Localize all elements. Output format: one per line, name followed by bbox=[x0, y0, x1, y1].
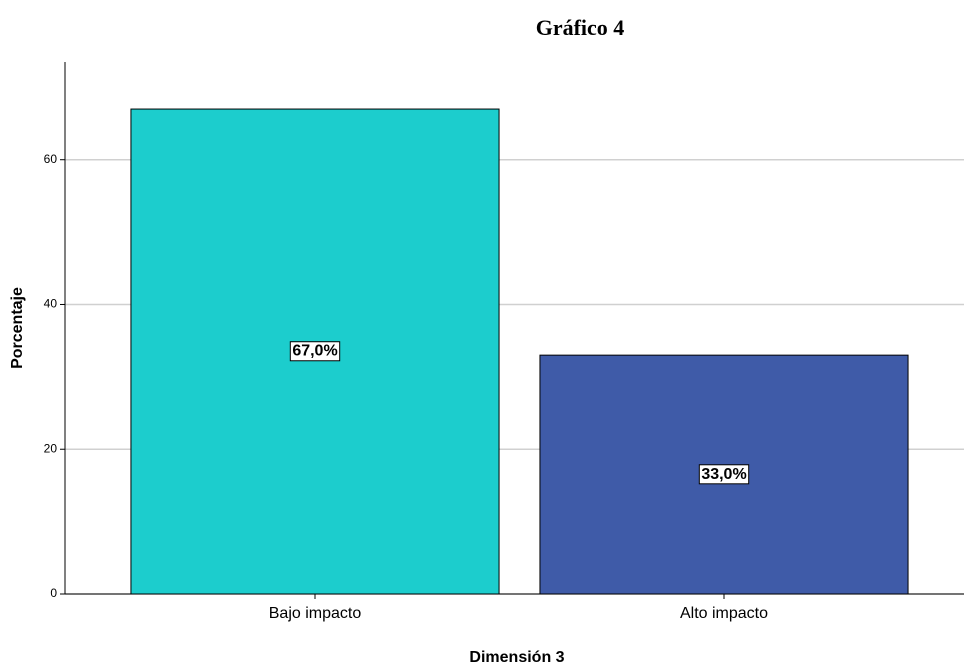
value-label-box bbox=[698, 464, 750, 485]
value-label: 33,0% bbox=[701, 466, 746, 483]
chart-title: Gráfico 4 bbox=[536, 15, 625, 40]
y-tick-label: 60 bbox=[44, 152, 58, 166]
value-label-box bbox=[289, 341, 341, 362]
y-tick-label: 40 bbox=[44, 297, 58, 311]
y-tick-label: 0 bbox=[50, 586, 57, 600]
y-tick-label: 20 bbox=[44, 441, 58, 455]
y-axis-title: Porcentaje bbox=[9, 287, 26, 369]
x-axis-title: Dimensión 3 bbox=[469, 649, 564, 666]
value-label: 67,0% bbox=[292, 343, 337, 360]
x-tick-label: Alto impacto bbox=[680, 605, 768, 622]
x-tick-label: Bajo impacto bbox=[269, 605, 362, 622]
